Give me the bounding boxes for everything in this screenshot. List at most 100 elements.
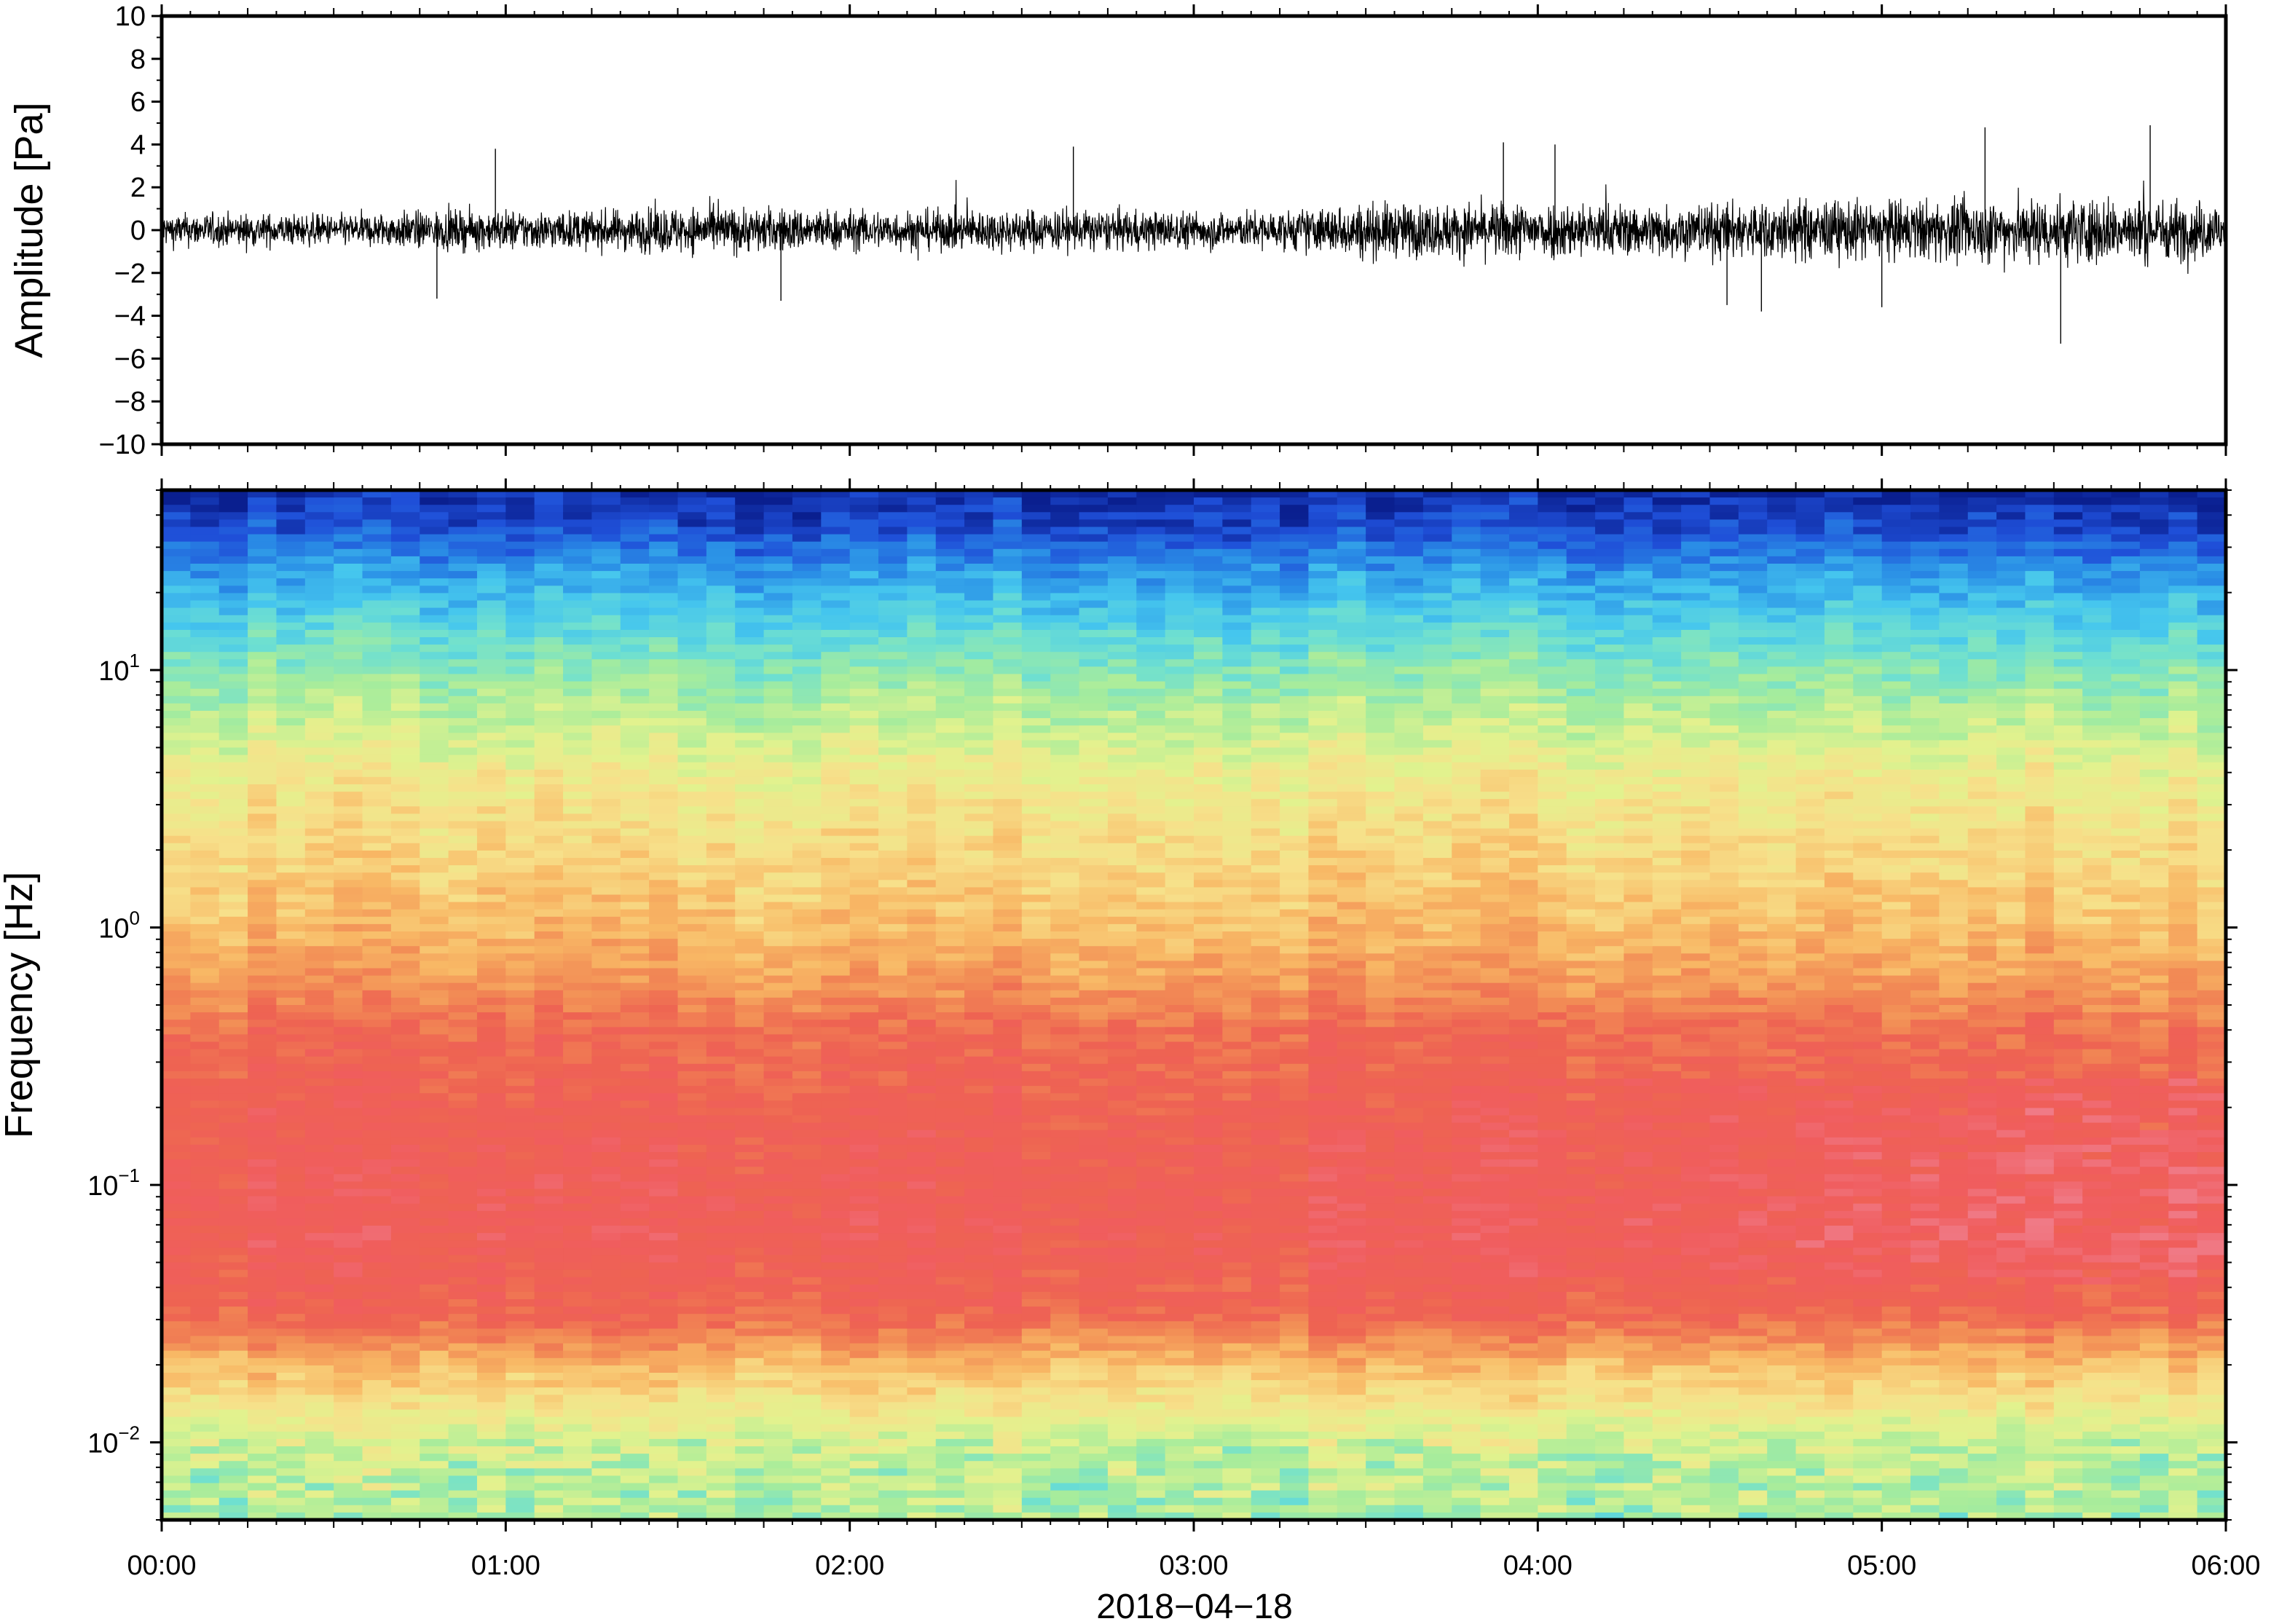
spectrogram-cell <box>878 1424 908 1432</box>
spectrogram-cell <box>763 548 793 557</box>
spectrogram-cell <box>878 497 908 505</box>
spectrogram-cell <box>1021 1137 1051 1146</box>
spectrogram-cell <box>248 1512 278 1521</box>
spectrogram-cell <box>1021 541 1051 550</box>
spectrogram-cell <box>190 740 220 749</box>
spectrogram-cell <box>792 916 822 925</box>
spectrogram-cell <box>362 792 392 800</box>
spectrogram-cell <box>591 629 621 638</box>
spectrogram-cell <box>162 946 192 955</box>
spectrogram-cell <box>763 1079 793 1087</box>
spectrogram-cell <box>190 946 220 955</box>
spectrogram-cell <box>390 1159 421 1167</box>
spectrogram-cell <box>1107 1277 1138 1285</box>
spectrogram-cell <box>1107 1284 1138 1293</box>
spectrogram-cell <box>735 1115 765 1124</box>
spectrogram-cell <box>1107 887 1138 896</box>
spectrogram-cell <box>1079 1483 1109 1491</box>
spectrogram-cell <box>677 1093 707 1102</box>
spectrogram-cell <box>591 939 621 947</box>
spectrogram-cell <box>735 1255 765 1264</box>
spectrogram-cell <box>476 997 507 1006</box>
spectrogram-cell <box>821 740 851 749</box>
spectrogram-cell <box>706 1041 736 1050</box>
spectrogram-cell <box>591 1005 621 1013</box>
spectrogram-cell <box>304 990 334 998</box>
spectrogram-cell <box>591 931 621 939</box>
spectrogram-cell <box>219 1159 248 1167</box>
spectrogram-cell <box>476 1461 507 1470</box>
spectrogram-cell <box>964 1373 994 1381</box>
spectrogram-cell <box>907 1079 937 1087</box>
spectrogram-cell <box>935 505 965 513</box>
spectrogram-cell <box>162 1365 192 1373</box>
spectrogram-cell <box>620 1446 650 1454</box>
spectrogram-cell <box>1136 688 1166 697</box>
spectrogram-cell <box>706 629 736 638</box>
spectrogram-cell <box>362 527 392 535</box>
spectrogram-cell <box>304 622 334 631</box>
spectrogram-cell <box>821 1483 851 1491</box>
spectrogram-cell <box>677 1475 707 1484</box>
spectrogram-cell <box>1079 1093 1109 1102</box>
spectrogram-cell <box>677 894 707 903</box>
spectrogram-cell <box>907 747 937 756</box>
spectrogram-cell <box>563 556 593 564</box>
spectrogram-cell <box>993 872 1023 881</box>
spectrogram-cell <box>304 725 334 734</box>
spectrogram-cell <box>792 1306 822 1314</box>
spectrogram-cell <box>420 982 449 991</box>
spectrogram-cell <box>849 747 879 756</box>
spectrogram-cell <box>649 1049 679 1057</box>
spectrogram-cell <box>420 1056 449 1065</box>
spectrogram-cell <box>677 1137 707 1146</box>
spectrogram-cell <box>935 1431 965 1440</box>
spectrogram-cell <box>505 1063 535 1072</box>
spectrogram-cell <box>190 1395 220 1403</box>
spectrogram-cell <box>1107 1020 1138 1028</box>
spectrogram-cell <box>505 997 535 1006</box>
spectrogram-cell <box>476 1409 507 1418</box>
spectrogram-cell <box>563 519 593 528</box>
spectrogram-cell <box>1107 725 1138 734</box>
spectrogram-cell <box>591 1056 621 1065</box>
spectrogram-cell <box>505 666 535 675</box>
spectrogram-cell <box>334 909 363 918</box>
spectrogram-cell <box>964 931 994 939</box>
spectrogram-cell <box>1050 784 1080 792</box>
spectrogram-cell <box>304 1446 334 1454</box>
spectrogram-cell <box>334 1431 363 1440</box>
spectrogram-cell <box>534 1174 564 1183</box>
spectrogram-cell <box>993 1343 1023 1352</box>
spectrogram-cell <box>390 490 421 498</box>
spectrogram-cell <box>735 622 765 631</box>
spectrogram-cell <box>993 1468 1023 1477</box>
spectrogram-cell <box>248 1233 278 1241</box>
spectrogram-cell <box>620 1063 650 1072</box>
spectrogram-cell <box>563 711 593 719</box>
spectrogram-cell <box>591 1269 621 1278</box>
spectrogram-cell <box>763 1196 793 1205</box>
spectrogram-cell <box>964 1314 994 1323</box>
spectrogram-cell <box>219 718 248 726</box>
spectrogram-cell <box>763 1277 793 1285</box>
spectrogram-cell <box>964 843 994 851</box>
spectrogram-cell <box>1107 1012 1138 1020</box>
spectrogram-cell <box>534 975 564 984</box>
spectrogram-cell <box>476 1020 507 1028</box>
spectrogram-cell <box>706 872 736 881</box>
spectrogram-cell <box>878 615 908 623</box>
spectrogram-cell <box>248 659 278 668</box>
spectrogram-cell <box>964 629 994 638</box>
spectrogram-cell <box>219 1314 248 1323</box>
spectrogram-cell <box>362 645 392 653</box>
spectrogram-cell <box>993 1438 1023 1447</box>
spectrogram-cell <box>849 1416 879 1425</box>
spectrogram-cell <box>706 1314 736 1323</box>
spectrogram-cell <box>505 784 535 792</box>
spectrogram-cell <box>735 1159 765 1167</box>
spectrogram-cell <box>304 1159 334 1167</box>
spectrogram-cell <box>649 711 679 719</box>
spectrogram-cell <box>907 1284 937 1293</box>
spectrogram-cell <box>563 946 593 955</box>
